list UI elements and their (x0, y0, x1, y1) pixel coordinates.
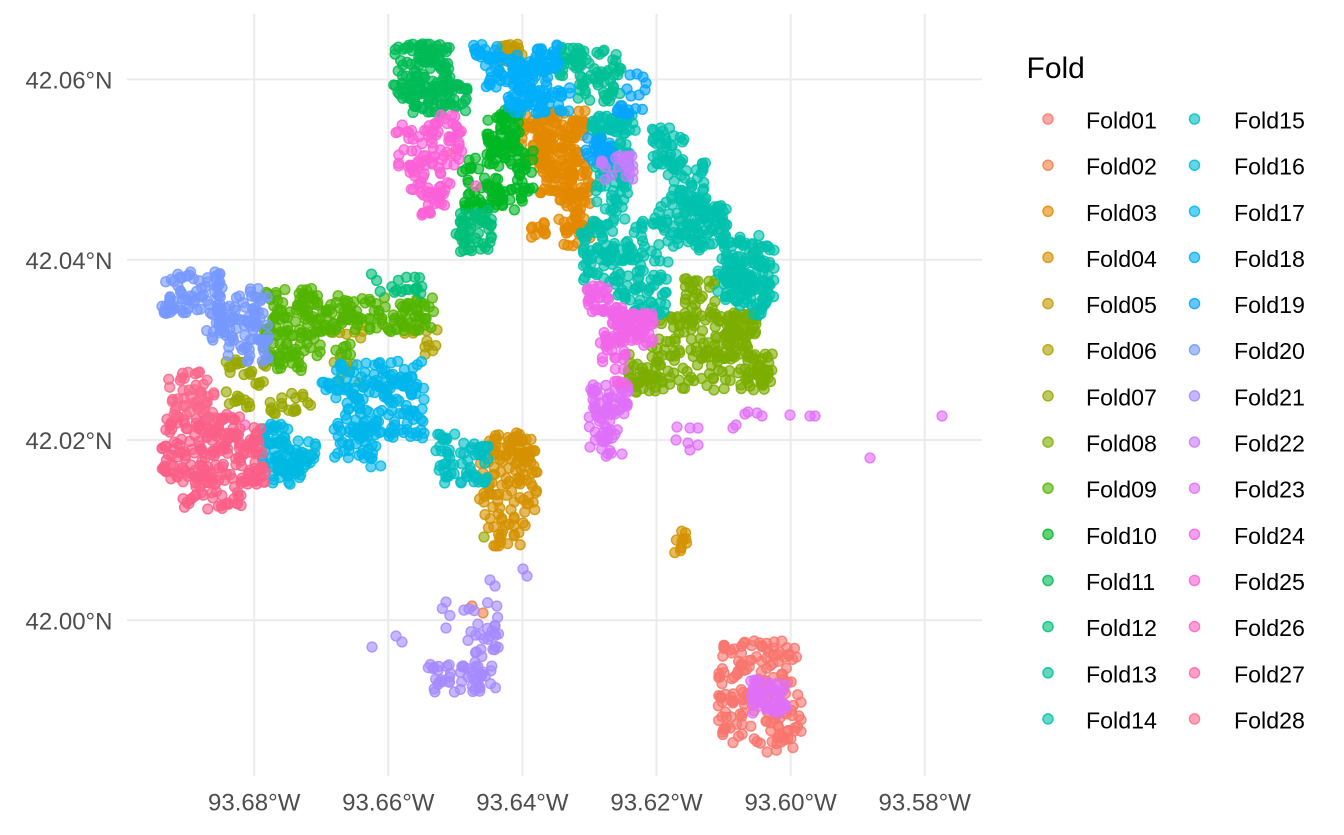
svg-text:Fold08: Fold08 (1086, 431, 1157, 457)
svg-text:Fold26: Fold26 (1234, 615, 1305, 641)
svg-text:42.00°N: 42.00°N (26, 609, 113, 636)
svg-text:Fold03: Fold03 (1086, 200, 1157, 226)
svg-text:Fold20: Fold20 (1234, 338, 1305, 364)
svg-text:93.66°W: 93.66°W (342, 790, 435, 817)
svg-text:93.62°W: 93.62°W (610, 790, 703, 817)
svg-text:Fold04: Fold04 (1086, 246, 1157, 272)
svg-text:42.06°N: 42.06°N (26, 68, 113, 95)
svg-text:Fold15: Fold15 (1234, 108, 1305, 134)
svg-text:Fold13: Fold13 (1086, 661, 1157, 687)
svg-text:93.64°W: 93.64°W (476, 790, 569, 817)
svg-text:Fold23: Fold23 (1234, 477, 1305, 503)
svg-text:Fold22: Fold22 (1234, 431, 1305, 457)
svg-text:Fold11: Fold11 (1086, 569, 1155, 595)
svg-text:Fold24: Fold24 (1234, 523, 1305, 549)
svg-text:Fold: Fold (1027, 52, 1085, 85)
svg-text:42.02°N: 42.02°N (26, 428, 113, 455)
svg-text:Fold18: Fold18 (1234, 246, 1305, 272)
svg-text:Fold05: Fold05 (1086, 292, 1157, 318)
svg-text:Fold09: Fold09 (1086, 477, 1157, 503)
svg-text:Fold01: Fold01 (1086, 108, 1157, 134)
svg-text:Fold12: Fold12 (1086, 615, 1157, 641)
svg-text:Fold16: Fold16 (1234, 154, 1305, 180)
svg-text:Fold21: Fold21 (1234, 384, 1305, 410)
svg-text:Fold27: Fold27 (1234, 661, 1305, 687)
svg-text:Fold02: Fold02 (1086, 154, 1157, 180)
svg-text:Fold17: Fold17 (1234, 200, 1305, 226)
svg-text:Fold10: Fold10 (1086, 523, 1157, 549)
svg-text:42.04°N: 42.04°N (26, 248, 113, 275)
svg-text:Fold14: Fold14 (1086, 707, 1157, 733)
svg-text:93.58°W: 93.58°W (879, 790, 972, 817)
svg-text:93.60°W: 93.60°W (744, 790, 837, 817)
svg-text:93.68°W: 93.68°W (208, 790, 301, 817)
svg-text:Fold25: Fold25 (1234, 569, 1305, 595)
svg-text:Fold07: Fold07 (1086, 384, 1157, 410)
svg-text:Fold19: Fold19 (1234, 292, 1305, 318)
svg-text:Fold28: Fold28 (1234, 707, 1305, 733)
svg-text:Fold06: Fold06 (1086, 338, 1157, 364)
